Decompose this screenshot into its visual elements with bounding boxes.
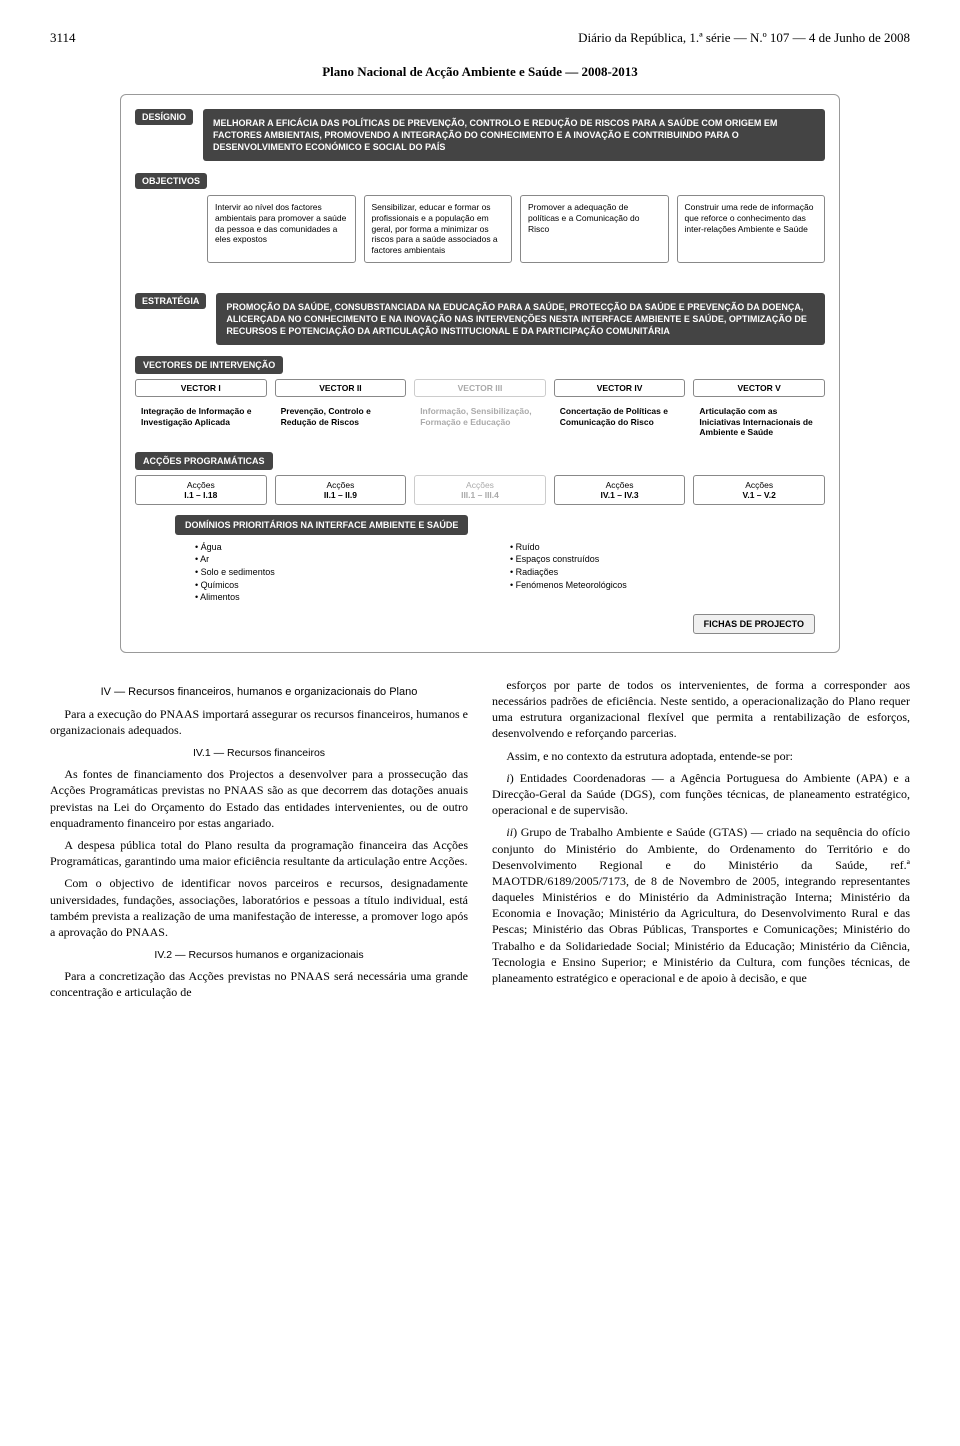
dominios-items: Água Ar Solo e sedimentos Químicos Alime… [195,541,825,604]
objectivos-row: Intervir ao nível dos factores ambientai… [207,195,825,262]
vector-head-2: VECTOR II [275,379,407,397]
objectivos-label: OBJECTIVOS [135,173,207,189]
para-1: Para a execução do PNAAS importará asseg… [50,706,468,738]
designio-text: MELHORAR A EFICÁCIA DAS POLÍTICAS DE PRE… [203,109,825,161]
accao-3: AcçõesIII.1 – III.4 [414,475,546,505]
para-3: A despesa pública total do Plano resulta… [50,837,468,869]
fichas-projecto: FICHAS DE PROJECTO [693,614,815,634]
dominios-col-1: Água Ar Solo e sedimentos Químicos Alime… [195,541,510,604]
vector-2: Prevenção, Controlo e Redução de Riscos [275,401,407,443]
vector-5: Articulação com as Iniciativas Internaci… [693,401,825,443]
plan-diagram: DESÍGNIO MELHORAR A EFICÁCIA DAS POLÍTIC… [120,94,840,653]
vector-head-1: VECTOR I [135,379,267,397]
accao-1: AcçõesI.1 – I.18 [135,475,267,505]
vector-head-3: VECTOR III [414,379,546,397]
column-left: IV — Recursos financeiros, humanos e org… [50,677,468,1007]
vector-head-5: VECTOR V [693,379,825,397]
vector-3: Informação, Sensibilização, Formação e E… [414,401,546,443]
subsection-iv2: IV.2 — Recursos humanos e organizacionai… [50,948,468,962]
accao-5: AcçõesV.1 – V.2 [693,475,825,505]
vectores-label: VECTORES DE INTERVENÇÃO [135,356,283,374]
para-5: Para a concretização das Acções prevista… [50,968,468,1000]
vectores-row: Integração de Informação e Investigação … [135,401,825,443]
para-8: i) Entidades Coordenadoras — a Agência P… [492,770,910,819]
accoes-row: AcçõesI.1 – I.18 AcçõesII.1 – II.9 Acçõe… [135,475,825,505]
objectivo-4: Construir uma rede de informação que ref… [677,195,826,262]
plan-title: Plano Nacional de Acção Ambiente e Saúde… [50,64,910,80]
column-right: esforços por parte de todos os interveni… [492,677,910,1007]
page-number: 3114 [50,30,76,46]
vector-1: Integração de Informação e Investigação … [135,401,267,443]
vectores-header: VECTOR I VECTOR II VECTOR III VECTOR IV … [135,379,825,397]
estrategia-label: ESTRATÉGIA [135,293,206,309]
para-4: Com o objectivo de identificar novos par… [50,875,468,940]
designio-label: DESÍGNIO [135,109,193,125]
para-2: As fontes de financiamento dos Projectos… [50,766,468,831]
subsection-iv1: IV.1 — Recursos financeiros [50,746,468,760]
accao-2: AcçõesII.1 – II.9 [275,475,407,505]
objectivo-2: Sensibilizar, educar e formar os profiss… [364,195,513,262]
journal-title: Diário da República, 1.ª série — N.º 107… [578,30,910,46]
section-iv-title: IV — Recursos financeiros, humanos e org… [50,685,468,700]
estrategia-text: PROMOÇÃO DA SAÚDE, CONSUBSTANCIADA NA ED… [216,293,825,345]
vector-head-4: VECTOR IV [554,379,686,397]
dominios-label: DOMÍNIOS PRIORITÁRIOS NA INTERFACE AMBIE… [175,515,468,535]
para-7: Assim, e no contexto da estrutura adopta… [492,748,910,764]
para-9: ii) Grupo de Trabalho Ambiente e Saúde (… [492,824,910,986]
vector-4: Concertação de Políticas e Comunicação d… [554,401,686,443]
para-6: esforços por parte de todos os interveni… [492,677,910,742]
accao-4: AcçõesIV.1 – IV.3 [554,475,686,505]
objectivo-3: Promover a adequação de políticas e a Co… [520,195,669,262]
objectivo-1: Intervir ao nível dos factores ambientai… [207,195,356,262]
accoes-label: ACÇÕES PROGRAMÁTICAS [135,452,273,470]
dominios-col-2: Ruído Espaços construídos Radiações Fenó… [510,541,825,604]
